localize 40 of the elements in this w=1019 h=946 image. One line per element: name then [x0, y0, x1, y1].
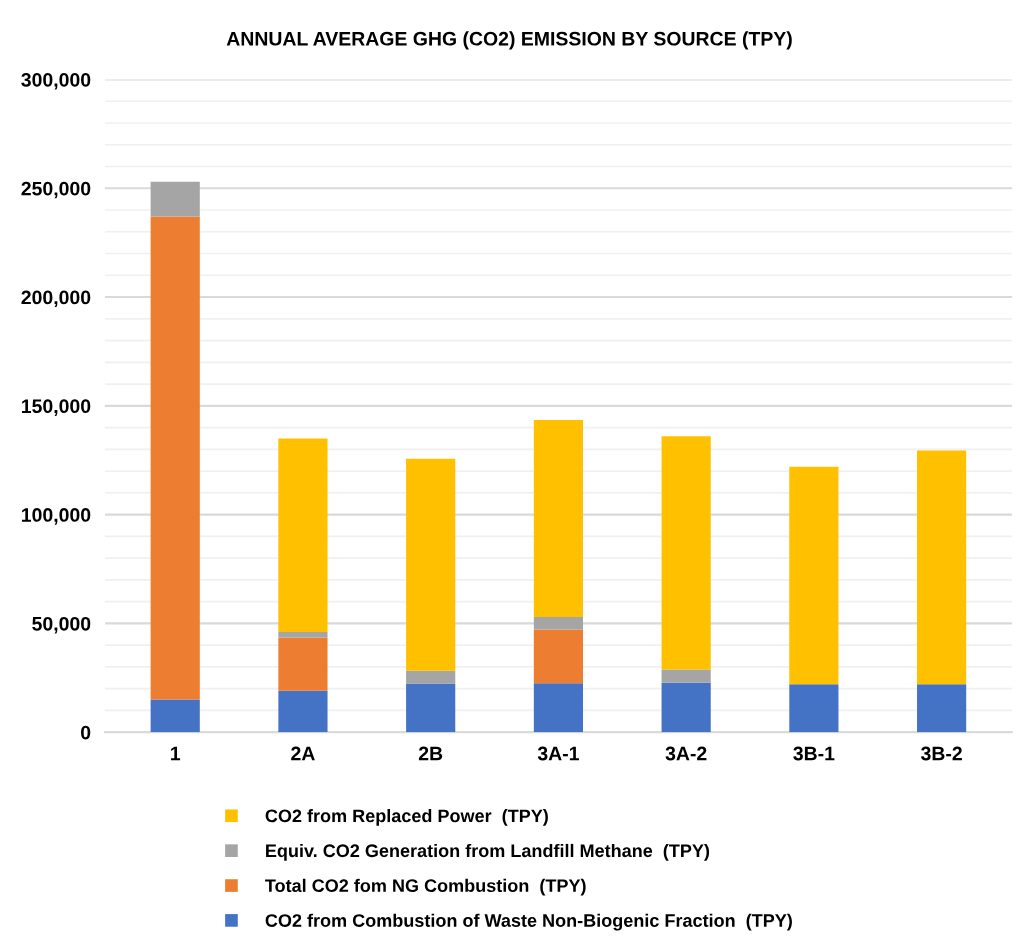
- bar: [406, 458, 456, 671]
- bar: [278, 690, 328, 733]
- y-tick-label: 100,000: [22, 508, 91, 525]
- bar: [661, 669, 711, 683]
- bar: [150, 181, 200, 217]
- bar: [789, 466, 839, 685]
- x-tick-label: 3A-2: [665, 746, 707, 761]
- bar: [533, 616, 583, 630]
- x-tick-label: 2B: [418, 746, 443, 761]
- legend-label: Total CO2 fom NG Combustion (TPY): [265, 878, 586, 896]
- bar: [533, 683, 583, 733]
- bar: [278, 438, 328, 633]
- x-tick-label: 3B-1: [793, 746, 835, 761]
- bar: [150, 699, 200, 733]
- legend-label: CO2 from Replaced Power (TPY): [265, 809, 548, 826]
- bar: [789, 684, 839, 733]
- bar: [150, 216, 200, 700]
- legend-label: CO2 from Combustion of Waste Non-Biogenic Fraction (TPY): [265, 913, 792, 931]
- y-tick-label: 150,000: [22, 399, 91, 416]
- bar: [406, 670, 456, 684]
- x-tick-label: 1: [171, 746, 181, 761]
- bar: [278, 632, 328, 638]
- y-tick-label: 0: [81, 725, 91, 740]
- y-tick-label: 250,000: [21, 181, 91, 199]
- x-tick-label: 3B-2: [920, 746, 962, 761]
- legend-label: Equiv. CO2 Generation from Landfill Methane (TPY): [266, 843, 710, 861]
- y-tick-label: 50,000: [32, 616, 91, 634]
- x-tick-label: 3A-1: [537, 746, 579, 761]
- y-tick-label: 200,000: [21, 290, 91, 308]
- bar: [661, 682, 711, 733]
- bar: [533, 629, 583, 684]
- bar: [917, 684, 967, 733]
- chart-title: ANNUAL AVERAGE GHG (CO2) EMISSION BY SOURCE (TPY): [226, 31, 792, 50]
- bar: [917, 450, 967, 685]
- bar: [661, 436, 711, 670]
- y-tick-label: 300,000: [21, 72, 91, 90]
- bar: [533, 419, 583, 617]
- bar: [278, 637, 328, 691]
- bar: [406, 683, 456, 733]
- x-tick-label: 2A: [291, 746, 315, 761]
